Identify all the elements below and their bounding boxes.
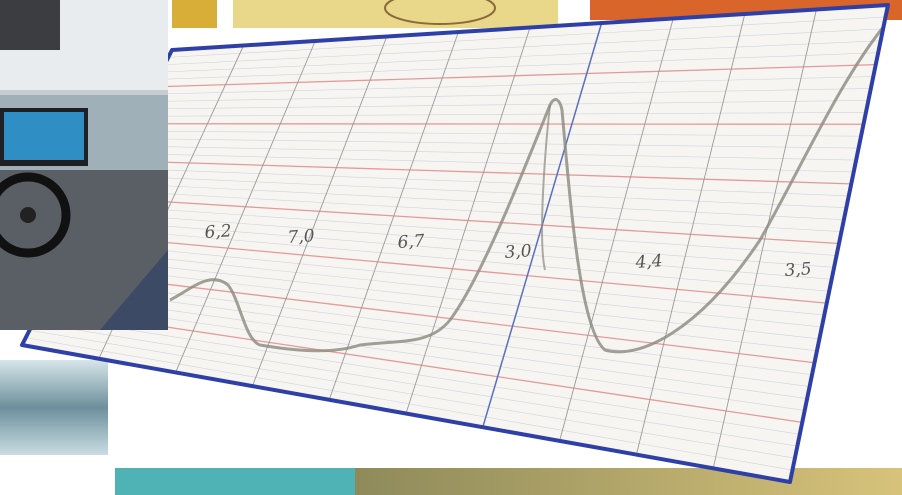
photo-tile [115,468,355,495]
recorder-trace [169,24,887,354]
annotation: 6,7 [397,231,426,253]
paper-rule [559,18,674,442]
photo-detail [384,0,496,25]
annotation: 3,0 [504,241,533,263]
photo-tile [172,0,217,28]
recorder-trace [541,104,551,271]
photo-tile [355,468,902,495]
photo-tile [233,0,558,28]
annotation: 7,0 [287,226,316,248]
paper-rule [328,31,459,400]
paper-rule [175,40,316,373]
boat-photo [0,0,168,330]
annotation: 3,5 [784,259,812,281]
paper-rule [635,13,746,455]
paper-grid [25,9,886,471]
paper-rule [251,36,388,387]
photo-tile [0,360,108,455]
annotation: 6,2 [204,221,232,243]
annotation: 4,4 [634,251,663,273]
paper-rule [405,27,531,414]
paper-rule [712,9,817,469]
